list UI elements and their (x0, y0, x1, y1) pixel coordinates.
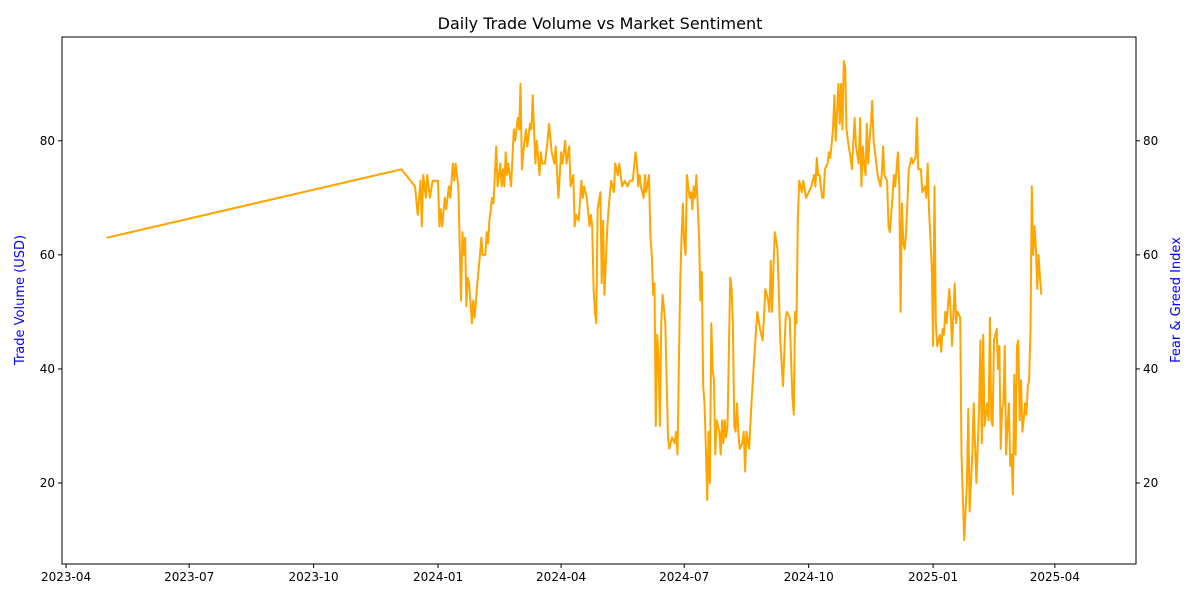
y-tick-label-left: 20 (40, 476, 55, 490)
y-tick-label-right: 80 (1143, 134, 1158, 148)
y-tick-label-right: 40 (1143, 362, 1158, 376)
x-tick-label: 2024-01 (413, 570, 463, 584)
x-tick-label: 2023-10 (289, 570, 339, 584)
x-tick-label: 2024-07 (659, 570, 709, 584)
x-axis: 2023-04 2023-07 2023-10 2024-01 2024-04 2024-… (41, 564, 1080, 584)
x-tick-label: 2024-04 (536, 570, 586, 584)
chart-title: Daily Trade Volume vs Market Sentiment (438, 14, 763, 33)
y-axis-right: 20 40 60 80 (1136, 134, 1158, 490)
y-tick-label-right: 20 (1143, 476, 1158, 490)
x-tick-label: 2023-04 (41, 570, 91, 584)
y-tick-label-left: 60 (40, 248, 55, 262)
x-tick-label: 2025-04 (1030, 570, 1080, 584)
y-tick-label-right: 60 (1143, 248, 1158, 262)
y-tick-label-left: 40 (40, 362, 55, 376)
y-axis-label-left: Trade Volume (USD) (13, 235, 28, 366)
x-tick-label: 2025-01 (908, 570, 958, 584)
x-tick-label: 2024-10 (784, 570, 834, 584)
plot-frame (61, 36, 1137, 565)
y-tick-label-left: 80 (40, 134, 55, 148)
series-line-1 (106, 60, 1043, 541)
y-axis-label-right: Fear & Greed Index (1169, 237, 1184, 363)
x-tick-label: 2023-07 (164, 570, 214, 584)
y-axis-left: 20 40 60 80 (40, 134, 62, 490)
